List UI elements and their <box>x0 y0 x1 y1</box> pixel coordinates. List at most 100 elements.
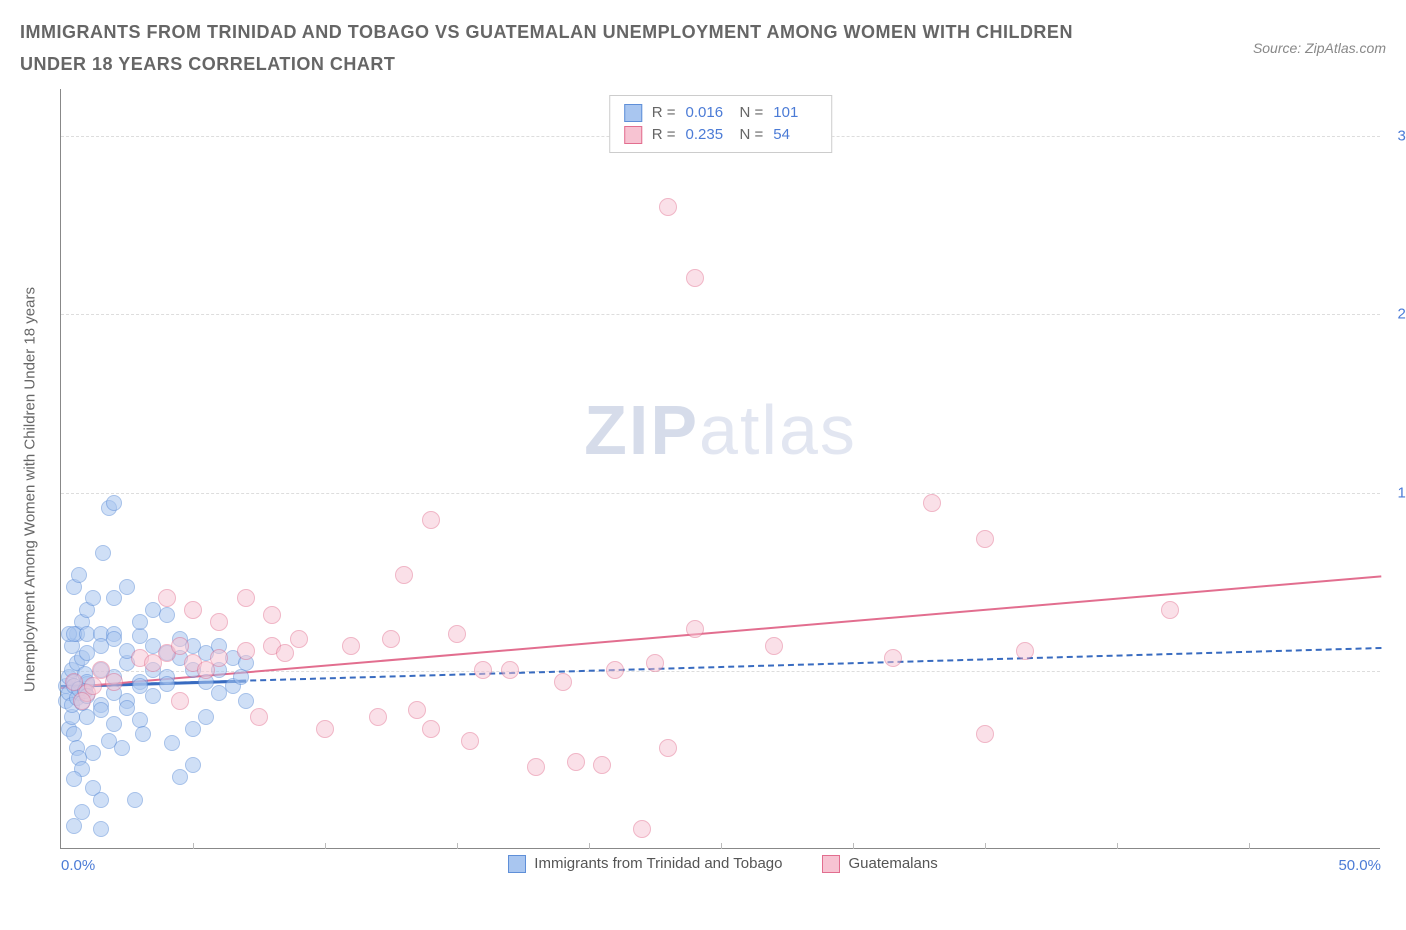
y-tick-label: 30.0% <box>1397 128 1406 145</box>
swatch-trinidad-icon <box>508 855 526 873</box>
series-legend: Immigrants from Trinidad and Tobago Guat… <box>60 855 1386 873</box>
data-point-guatemalan <box>369 708 387 726</box>
scatter-plot: ZIPatlas R = 0.016 N = 101 R = 0.235 N =… <box>60 89 1380 849</box>
data-point-trinidad <box>119 700 135 716</box>
data-point-guatemalan <box>686 269 704 287</box>
chart-container: Unemployment Among Women with Children U… <box>60 89 1386 873</box>
data-point-trinidad <box>119 579 135 595</box>
y-tick-label: 15.0% <box>1397 484 1406 501</box>
data-point-guatemalan <box>158 589 176 607</box>
data-point-trinidad <box>74 804 90 820</box>
data-point-trinidad <box>93 702 109 718</box>
watermark: ZIPatlas <box>584 390 857 470</box>
data-point-guatemalan <box>448 625 466 643</box>
x-tick-label: 0.0% <box>61 857 95 874</box>
data-point-guatemalan <box>290 630 308 648</box>
data-point-guatemalan <box>567 753 585 771</box>
legend-row-trinidad: R = 0.016 N = 101 <box>610 102 832 124</box>
data-point-trinidad <box>159 676 175 692</box>
data-point-guatemalan <box>105 673 123 691</box>
x-tick-label: 50.0% <box>1338 857 1381 874</box>
data-point-trinidad <box>106 495 122 511</box>
data-point-trinidad <box>164 735 180 751</box>
legend-row-guatemalan: R = 0.235 N = 54 <box>610 124 832 146</box>
data-point-guatemalan <box>171 637 189 655</box>
data-point-guatemalan <box>276 644 294 662</box>
data-point-guatemalan <box>659 198 677 216</box>
data-point-guatemalan <box>263 606 281 624</box>
data-point-guatemalan <box>210 613 228 631</box>
data-point-trinidad <box>106 631 122 647</box>
swatch-guatemalan-icon <box>822 855 840 873</box>
data-point-guatemalan <box>765 637 783 655</box>
data-point-guatemalan <box>646 654 664 672</box>
x-minor-tick <box>985 843 986 849</box>
data-point-guatemalan <box>237 589 255 607</box>
correlation-legend: R = 0.016 N = 101 R = 0.235 N = 54 <box>609 95 833 153</box>
data-point-trinidad <box>95 545 111 561</box>
data-point-trinidad <box>159 607 175 623</box>
legend-item-trinidad: Immigrants from Trinidad and Tobago <box>508 855 782 873</box>
data-point-trinidad <box>93 821 109 837</box>
data-point-guatemalan <box>210 649 228 667</box>
data-point-trinidad <box>66 771 82 787</box>
data-point-guatemalan <box>686 620 704 638</box>
x-minor-tick <box>193 843 194 849</box>
data-point-guatemalan <box>976 530 994 548</box>
data-point-trinidad <box>185 721 201 737</box>
data-point-trinidad <box>198 709 214 725</box>
data-point-trinidad <box>71 567 87 583</box>
x-minor-tick <box>853 843 854 849</box>
data-point-trinidad <box>106 590 122 606</box>
data-point-guatemalan <box>976 725 994 743</box>
data-point-guatemalan <box>659 739 677 757</box>
data-point-guatemalan <box>237 642 255 660</box>
data-point-guatemalan <box>527 758 545 776</box>
x-minor-tick <box>1117 843 1118 849</box>
data-point-guatemalan <box>1016 642 1034 660</box>
data-point-guatemalan <box>184 601 202 619</box>
y-axis-label: Unemployment Among Women with Children U… <box>22 287 39 692</box>
data-point-guatemalan <box>593 756 611 774</box>
swatch-guatemalan <box>624 126 642 144</box>
data-point-guatemalan <box>250 708 268 726</box>
data-point-trinidad <box>135 726 151 742</box>
data-point-trinidad <box>114 740 130 756</box>
x-minor-tick <box>721 843 722 849</box>
data-point-trinidad <box>185 757 201 773</box>
data-point-trinidad <box>145 688 161 704</box>
data-point-trinidad <box>233 669 249 685</box>
x-minor-tick <box>457 843 458 849</box>
chart-title: IMMIGRANTS FROM TRINIDAD AND TOBAGO VS G… <box>20 16 1120 81</box>
data-point-trinidad <box>172 769 188 785</box>
trend-line-guatemalan <box>61 576 1381 690</box>
x-minor-tick <box>1249 843 1250 849</box>
trend-line-trinidad <box>61 647 1381 687</box>
data-point-guatemalan <box>884 649 902 667</box>
data-point-trinidad <box>66 818 82 834</box>
data-point-guatemalan <box>923 494 941 512</box>
data-point-guatemalan <box>633 820 651 838</box>
data-point-trinidad <box>85 745 101 761</box>
data-point-trinidad <box>238 693 254 709</box>
data-point-guatemalan <box>422 511 440 529</box>
data-point-guatemalan <box>408 701 426 719</box>
data-point-trinidad <box>132 614 148 630</box>
data-point-trinidad <box>85 590 101 606</box>
chart-header: IMMIGRANTS FROM TRINIDAD AND TOBAGO VS G… <box>20 16 1386 81</box>
data-point-guatemalan <box>474 661 492 679</box>
data-point-trinidad <box>93 792 109 808</box>
data-point-guatemalan <box>316 720 334 738</box>
data-point-guatemalan <box>422 720 440 738</box>
x-minor-tick <box>589 843 590 849</box>
data-point-guatemalan <box>554 673 572 691</box>
source-label: Source: ZipAtlas.com <box>1253 40 1386 56</box>
gridline-h <box>61 314 1380 315</box>
y-tick-label: 22.5% <box>1397 306 1406 323</box>
data-point-guatemalan <box>171 692 189 710</box>
data-point-guatemalan <box>84 677 102 695</box>
swatch-trinidad <box>624 104 642 122</box>
data-point-guatemalan <box>1161 601 1179 619</box>
data-point-guatemalan <box>501 661 519 679</box>
data-point-guatemalan <box>606 661 624 679</box>
